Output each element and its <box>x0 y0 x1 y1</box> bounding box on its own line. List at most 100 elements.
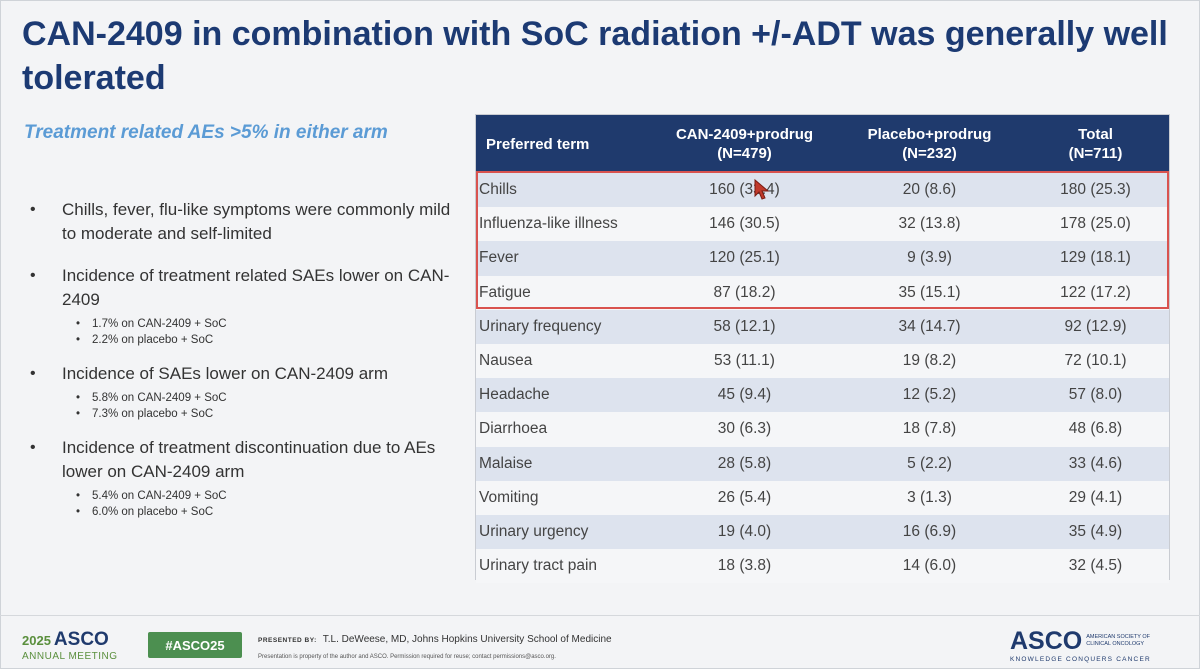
preferred-term-cell: Diarrhoea <box>476 412 652 447</box>
bullet-list: • Chills, fever, flu-like symptoms were c… <box>30 198 460 534</box>
value-cell: 92 (12.9) <box>1022 309 1169 344</box>
table-row: Influenza-like illness 146 (30.5) 32 (13.8… <box>476 207 1169 242</box>
value-cell: 32 (4.5) <box>1022 549 1169 584</box>
bullet-dot: • <box>30 201 36 218</box>
value-cell: 32 (13.8) <box>837 207 1022 242</box>
value-cell: 3 (1.3) <box>837 480 1022 515</box>
bullet-text: Incidence of treatment related SAEs lowe… <box>62 266 450 309</box>
presented-by-label: PRESENTED BY: <box>258 637 317 644</box>
pointer-cursor-icon <box>754 178 770 200</box>
bullet-dot: • <box>30 439 36 456</box>
column-header: Placebo+prodrug (N=232) <box>837 115 1022 173</box>
preferred-term-cell: Fever <box>476 241 652 276</box>
value-cell: 19 (4.0) <box>652 514 837 550</box>
preferred-term-cell: Fatigue <box>476 275 652 310</box>
footer-asco: ASCO <box>53 629 109 650</box>
value-cell: 34 (14.7) <box>837 309 1022 344</box>
table-row: Fatigue 87 (18.2) 35 (15.1) 122 (17.2) <box>476 275 1169 310</box>
value-cell: 160 (33.4) <box>652 173 837 208</box>
bullet-text: Incidence of treatment discontinuation d… <box>62 438 436 481</box>
sub-bullet-item: • 5.4% on CAN-2409 + SoC <box>76 490 227 502</box>
preferred-term-cell: Malaise <box>476 446 652 481</box>
value-cell: 58 (12.1) <box>652 309 837 344</box>
value-cell: 16 (6.9) <box>837 514 1022 550</box>
presenter-info: PRESENTED BY: T.L. DeWeese, MD, Johns Hop… <box>258 634 612 645</box>
value-cell: 29 (4.1) <box>1022 480 1169 515</box>
bullet-dot: • <box>30 365 36 382</box>
footer-year: 2025 <box>22 633 51 648</box>
column-header-count: (N=479) <box>717 145 772 162</box>
asco-annual-meeting-logo: 2025 ASCO ANNUAL MEETING <box>22 629 118 663</box>
value-cell: 18 (3.8) <box>652 549 837 584</box>
asco-logo: ASCO AMERICAN SOCIETY OF CLINICAL ONCOLO… <box>1010 628 1185 663</box>
bullet-item: • Incidence of treatment related SAEs low… <box>30 264 460 348</box>
column-header-count: (N=711) <box>1068 145 1123 162</box>
preferred-term-cell: Urinary tract pain <box>476 549 652 584</box>
value-cell: 57 (8.0) <box>1022 378 1169 413</box>
value-cell: 178 (25.0) <box>1022 207 1169 242</box>
value-cell: 53 (11.1) <box>652 343 837 379</box>
value-cell: 19 (8.2) <box>837 343 1022 379</box>
table-row: Nausea 53 (11.1) 19 (8.2) 72 (10.1) <box>476 343 1169 379</box>
value-cell: 20 (8.6) <box>837 173 1022 208</box>
value-cell: 72 (10.1) <box>1022 343 1169 379</box>
slide-title: CAN-2409 in combination with SoC radiati… <box>22 15 1168 97</box>
preferred-term-cell: Urinary urgency <box>476 514 652 550</box>
bullet-item: • Incidence of treatment discontinuation … <box>30 436 460 520</box>
table-subtitle: Treatment related AEs >5% in either arm <box>24 122 388 143</box>
table-row: Urinary frequency 58 (12.1) 34 (14.7) 92 (1… <box>476 309 1169 344</box>
column-header-label: Placebo+prodrug <box>867 126 992 143</box>
sub-bullet-text: 6.0% on placebo + SoC <box>92 506 214 518</box>
sub-bullet-item: • 1.7% on CAN-2409 + SoC <box>76 318 227 330</box>
value-cell: 9 (3.9) <box>837 241 1022 276</box>
footer-divider <box>0 615 1200 616</box>
value-cell: 28 (5.8) <box>652 446 837 481</box>
value-cell: 122 (17.2) <box>1022 275 1169 310</box>
table-row: Fever 120 (25.1) 9 (3.9) 129 (18.1) <box>476 241 1169 276</box>
adverse-events-table: Preferred term CAN-2409+prodrug (N=479) Pla… <box>476 115 1169 584</box>
value-cell: 129 (18.1) <box>1022 241 1169 276</box>
column-header: Total (N=711) <box>1022 115 1169 173</box>
table-row: Headache 45 (9.4) 12 (5.2) 57 (8.0) <box>476 378 1169 413</box>
sub-bullet-text: 1.7% on CAN-2409 + SoC <box>92 318 227 330</box>
preferred-term-cell: Chills <box>476 173 652 208</box>
preferred-term-cell: Influenza-like illness <box>476 207 652 242</box>
column-header-label: CAN-2409+prodrug <box>675 126 814 143</box>
bullet-item: • Chills, fever, flu-like symptoms were c… <box>30 198 460 246</box>
value-cell: 35 (15.1) <box>837 275 1022 310</box>
footer-meeting: ANNUAL MEETING <box>22 651 118 662</box>
permission-note: Presentation is property of the author a… <box>258 654 556 660</box>
bullet-text: Chills, fever, flu-like symptoms were co… <box>62 200 451 243</box>
sub-bullet-item: • 7.3% on placebo + SoC <box>76 408 214 420</box>
value-cell: 18 (7.8) <box>837 412 1022 447</box>
preferred-term-cell: Headache <box>476 378 652 413</box>
value-cell: 48 (6.8) <box>1022 412 1169 447</box>
value-cell: 33 (4.6) <box>1022 446 1169 481</box>
preferred-term-cell: Nausea <box>476 343 652 379</box>
asco-society-text: AMERICAN SOCIETY OF CLINICAL ONCOLOGY <box>1086 634 1151 647</box>
table-row: Diarrhoea 30 (6.3) 18 (7.8) 48 (6.8) <box>476 412 1169 447</box>
column-header-count: (N=232) <box>902 145 957 162</box>
sub-bullet-text: 5.4% on CAN-2409 + SoC <box>92 490 227 502</box>
column-header-label: Total <box>1078 126 1113 143</box>
value-cell: 5 (2.2) <box>837 446 1022 481</box>
sub-bullet-item: • 2.2% on placebo + SoC <box>76 334 214 346</box>
column-header: CAN-2409+prodrug (N=479) <box>652 115 837 173</box>
presenter-name: T.L. DeWeese, MD, Johns Hopkins Universi… <box>322 634 612 645</box>
bullet-text: Incidence of SAEs lower on CAN-2409 arm <box>62 364 388 383</box>
value-cell: 26 (5.4) <box>652 480 837 515</box>
table-row: Chills 160 (33.4) 20 (8.6) 180 (25.3) <box>476 173 1169 208</box>
value-cell: 87 (18.2) <box>652 275 837 310</box>
adverse-events-table-container: Preferred term CAN-2409+prodrug (N=479) Pla… <box>475 114 1170 584</box>
value-cell: 120 (25.1) <box>652 241 837 276</box>
value-cell: 180 (25.3) <box>1022 173 1169 208</box>
asco-tagline: KNOWLEDGE CONQUERS CANCER <box>1010 656 1151 663</box>
table-row: Malaise 28 (5.8) 5 (2.2) 33 (4.6) <box>476 446 1169 481</box>
hashtag-badge: #ASCO25 <box>148 632 242 658</box>
value-cell: 35 (4.9) <box>1022 514 1169 550</box>
table-header-row: Preferred term CAN-2409+prodrug (N=479) Pla… <box>476 115 1169 173</box>
sub-bullet-text: 7.3% on placebo + SoC <box>92 408 214 420</box>
column-header: Preferred term <box>476 115 652 173</box>
column-header-label: Preferred term <box>486 135 590 153</box>
value-cell: 30 (6.3) <box>652 412 837 447</box>
